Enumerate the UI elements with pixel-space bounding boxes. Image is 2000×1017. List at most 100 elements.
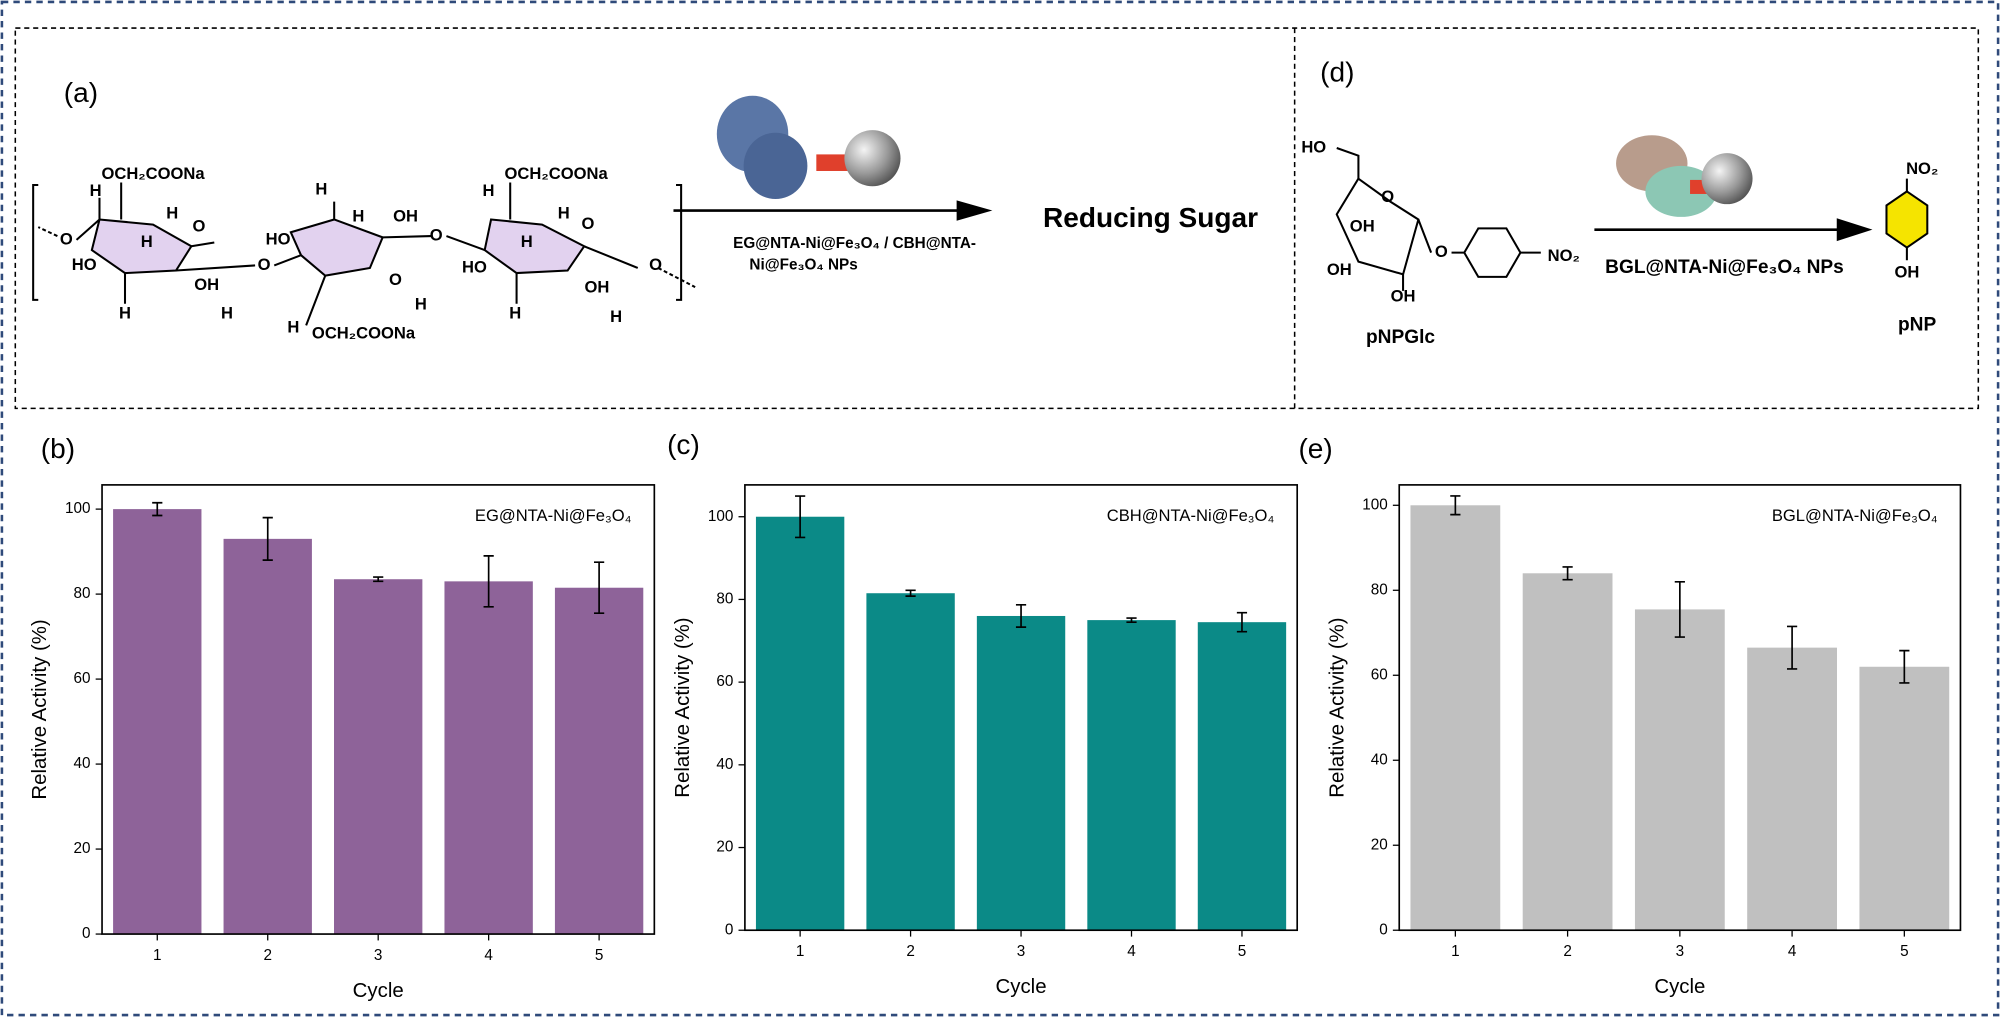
- enzyme-a: [716, 95, 901, 200]
- panel-label: (a): [64, 77, 98, 108]
- atom-label: OH: [1894, 262, 1919, 281]
- error-bar: [483, 555, 494, 608]
- arrow-head: [1836, 218, 1873, 242]
- atom-label: OH: [1391, 287, 1416, 306]
- atom-label: OCH₂COONa: [312, 324, 416, 343]
- panel-label: (b): [41, 433, 75, 464]
- x-tick-label: 4: [1788, 943, 1797, 960]
- y-tick-label: 80: [1371, 581, 1388, 598]
- x-tick-label: 1: [153, 947, 162, 964]
- atom-label: OCH₂COONa: [505, 164, 609, 183]
- atom-label: OH: [194, 275, 219, 294]
- error-bar: [373, 576, 384, 583]
- x-tick-label: 1: [1451, 943, 1460, 960]
- nanoparticle: [844, 130, 901, 187]
- y-tick-label: 40: [74, 755, 91, 772]
- error-bar: [1562, 566, 1573, 581]
- y-tick-label: 60: [716, 673, 733, 690]
- atom-label: O: [258, 255, 271, 274]
- bar: [1087, 620, 1176, 931]
- atom-label: O: [1435, 242, 1448, 261]
- error-bar: [1236, 611, 1248, 633]
- series-label: EG@NTA-Ni@Fe₃O₄: [475, 506, 632, 525]
- scheme-a: [32, 182, 696, 326]
- atom-label: O: [582, 214, 595, 233]
- atom-label: H: [287, 317, 299, 336]
- x-tick-label: 5: [1900, 943, 1909, 960]
- enzyme: [1645, 165, 1717, 217]
- atom-label: H: [610, 307, 622, 326]
- x-tick-label: 3: [1676, 943, 1685, 960]
- atom-label: HO: [1301, 137, 1326, 156]
- bar: [334, 579, 423, 935]
- x-tick-label: 4: [1127, 943, 1136, 960]
- product: pNP: [1898, 314, 1936, 335]
- bar: [223, 538, 312, 935]
- atom-label: H: [509, 303, 521, 322]
- series-label: CBH@NTA-Ni@Fe₃O₄: [1107, 506, 1275, 525]
- atom-label: HO: [72, 255, 97, 274]
- arrow-label: Ni@Fe₃O₄ NPs: [749, 256, 857, 273]
- atom-label: H: [221, 303, 233, 322]
- x-tick-label: 3: [374, 947, 383, 964]
- x-tick-label: 2: [1563, 943, 1572, 960]
- benzene: [1885, 190, 1929, 249]
- atom-label: H: [483, 181, 495, 200]
- atom-label: H: [352, 206, 364, 225]
- atom-label: NO₂: [1906, 159, 1938, 178]
- error-bar: [1450, 495, 1461, 516]
- bar: [755, 516, 845, 931]
- y-tick-label: 40: [1371, 751, 1388, 768]
- panel-label: (e): [1298, 433, 1332, 464]
- y-tick-label: 100: [65, 500, 91, 517]
- bar: [1859, 666, 1950, 931]
- error-bar: [1786, 625, 1798, 670]
- atom-label: H: [166, 204, 178, 223]
- enzyme: [743, 132, 808, 200]
- atom-label: H: [119, 303, 131, 322]
- nanoparticle: [1701, 153, 1753, 205]
- y-tick-label: 0: [1379, 921, 1388, 938]
- y-tick-label: 60: [74, 670, 91, 687]
- x-axis-label: Cycle: [353, 980, 404, 1002]
- substrate: pNPGlc: [1366, 327, 1435, 348]
- panel-label: (c): [667, 429, 700, 460]
- x-tick-label: 5: [1238, 943, 1247, 960]
- arrow-label: BGL@NTA-Ni@Fe₃O₄ NPs: [1605, 257, 1844, 278]
- atom-label: H: [141, 232, 153, 251]
- atom-label: HO: [266, 229, 291, 248]
- error-bar: [905, 589, 916, 597]
- y-tick-label: 40: [716, 756, 733, 773]
- scheme-box: [14, 27, 1980, 410]
- x-tick-label: 5: [595, 947, 604, 964]
- bar: [444, 581, 533, 935]
- x-tick-label: 2: [263, 947, 272, 964]
- bracket: [32, 184, 683, 301]
- ring: [289, 218, 385, 277]
- atom-label: O: [193, 217, 206, 236]
- atom-label: H: [90, 181, 102, 200]
- bar: [1197, 622, 1287, 931]
- y-tick-label: 60: [1371, 666, 1388, 683]
- error-bar: [1126, 617, 1137, 624]
- arrow-label: EG@NTA-Ni@Fe₃O₄ / CBH@NTA-: [733, 235, 976, 252]
- error-bar: [1015, 603, 1027, 628]
- x-tick-label: 1: [796, 943, 805, 960]
- panel-label: (d): [1320, 56, 1354, 87]
- atom-label: O: [1381, 187, 1394, 206]
- atom-label: H: [521, 232, 533, 251]
- atom-label: OCH₂COONa: [101, 164, 205, 183]
- error-bar: [1674, 580, 1685, 638]
- y-tick-label: 20: [74, 840, 91, 857]
- plot-frame: [1398, 484, 1962, 932]
- atom-label: OH: [585, 278, 610, 297]
- atom-label: H: [315, 180, 327, 199]
- y-axis-label: Relative Activity (%): [672, 617, 694, 797]
- y-tick-label: 20: [1371, 836, 1388, 853]
- atom-label: HO: [462, 257, 487, 276]
- y-tick-label: 0: [82, 925, 91, 942]
- x-axis-label: Cycle: [1654, 976, 1705, 998]
- atom-label: O: [60, 229, 73, 248]
